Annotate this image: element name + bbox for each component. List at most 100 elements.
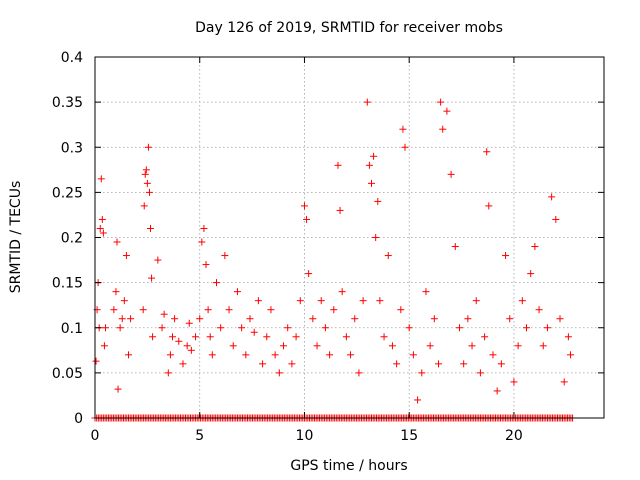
data-point — [127, 315, 135, 323]
data-point — [309, 315, 317, 323]
data-point — [113, 238, 121, 246]
data-point — [198, 238, 206, 246]
data-point — [110, 306, 118, 314]
data-point — [112, 288, 120, 296]
data-point — [468, 342, 476, 350]
y-tick-label: 0.05 — [52, 366, 83, 382]
y-tick-label: 0.35 — [52, 95, 83, 111]
data-point — [326, 351, 334, 359]
data-point — [443, 107, 451, 115]
data-point — [154, 256, 162, 264]
data-point — [518, 297, 526, 305]
data-point — [97, 175, 105, 183]
data-point — [485, 202, 493, 210]
y-tick-label: 0.25 — [52, 185, 83, 201]
data-point — [250, 328, 258, 336]
data-point — [141, 170, 149, 178]
data-point — [313, 342, 321, 350]
data-point — [543, 324, 551, 332]
data-point — [489, 351, 497, 359]
data-point — [144, 143, 152, 151]
data-point — [430, 315, 438, 323]
data-point — [200, 224, 208, 232]
data-point — [455, 324, 463, 332]
data-point — [300, 202, 308, 210]
data-point — [196, 315, 204, 323]
chart-title: Day 126 of 2019, SRMTID for receiver mob… — [195, 20, 503, 36]
data-point — [212, 279, 220, 287]
data-point — [552, 215, 560, 223]
data-point — [187, 346, 195, 354]
data-point — [202, 261, 210, 269]
data-point — [288, 360, 296, 368]
data-point — [435, 360, 443, 368]
data-point — [347, 351, 355, 359]
data-point — [510, 378, 518, 386]
data-point — [246, 315, 254, 323]
data-point — [437, 98, 445, 106]
data-point — [221, 252, 229, 260]
data-point — [183, 342, 191, 350]
data-point — [120, 297, 128, 305]
data-point — [566, 351, 574, 359]
data-point — [100, 342, 108, 350]
data-point — [388, 342, 396, 350]
data-point — [472, 297, 480, 305]
data-point — [229, 342, 237, 350]
y-tick-label: 0.4 — [61, 50, 83, 66]
data-point — [401, 143, 409, 151]
data-point — [365, 161, 373, 169]
data-point — [502, 252, 510, 260]
data-point — [305, 270, 313, 278]
data-point — [160, 310, 168, 318]
grid-lines — [95, 57, 604, 418]
data-point — [259, 360, 267, 368]
data-point — [418, 369, 426, 377]
data-point — [476, 369, 484, 377]
data-point — [531, 243, 539, 251]
data-point — [143, 179, 151, 187]
data-point — [118, 315, 126, 323]
data-point — [384, 252, 392, 260]
data-point — [254, 297, 262, 305]
data-point — [363, 98, 371, 106]
data-point — [393, 360, 401, 368]
data-point — [263, 333, 271, 341]
data-point — [399, 125, 407, 133]
data-point — [370, 152, 378, 160]
data-point — [506, 315, 514, 323]
data-point — [535, 306, 543, 314]
x-tick-label: 15 — [400, 428, 418, 444]
data-point — [140, 202, 148, 210]
data-point — [330, 306, 338, 314]
data-point — [122, 252, 130, 260]
data-point — [405, 324, 413, 332]
data-point — [321, 324, 329, 332]
data-point — [439, 125, 447, 133]
data-point — [522, 324, 530, 332]
data-point — [114, 385, 122, 393]
data-point — [426, 342, 434, 350]
y-tick-label: 0.3 — [61, 140, 83, 156]
data-point — [303, 215, 311, 223]
data-point — [271, 351, 279, 359]
data-point — [409, 351, 417, 359]
data-point — [422, 288, 430, 296]
data-point — [317, 297, 325, 305]
x-tick-label: 20 — [505, 428, 523, 444]
data-point — [242, 351, 250, 359]
data-point — [351, 315, 359, 323]
data-point — [96, 224, 104, 232]
data-point — [342, 333, 350, 341]
y-axis-label: SRMTID / TECUs — [8, 181, 24, 294]
data-point — [99, 229, 107, 237]
data-point — [527, 270, 535, 278]
data-point — [158, 324, 166, 332]
data-point — [483, 148, 491, 156]
data-point — [204, 306, 212, 314]
data-point — [233, 288, 241, 296]
data-point — [206, 333, 214, 341]
data-point — [164, 369, 172, 377]
data-point — [185, 319, 193, 327]
